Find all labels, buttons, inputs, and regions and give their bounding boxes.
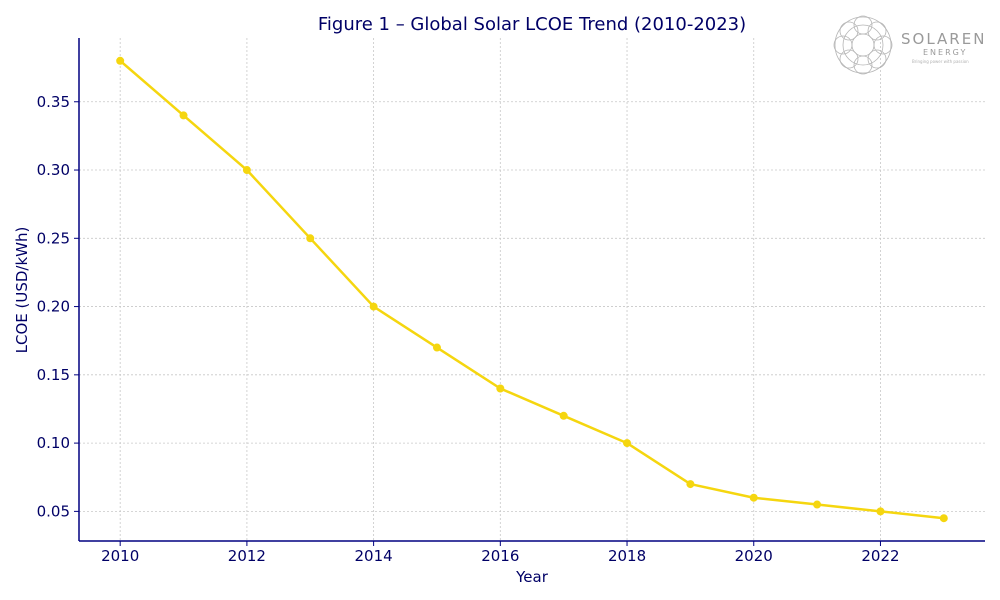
data-point-2010 xyxy=(116,56,125,65)
data-point-2014 xyxy=(369,302,378,311)
data-point-2018 xyxy=(623,439,632,448)
x-axis-label: Year xyxy=(515,568,549,586)
y-axis-label: LCOE (USD/kWh) xyxy=(13,227,31,354)
y-tick-label: 0.15 xyxy=(37,366,70,384)
y-tick-label: 0.05 xyxy=(37,502,70,520)
x-tick-label: 2022 xyxy=(861,547,899,565)
y-axis-ticks: 0.05 0.10 0.15 0.20 0.25 0.30 0.35 xyxy=(37,93,79,520)
y-tick-label: 0.30 xyxy=(37,161,70,179)
data-point-2015 xyxy=(432,343,441,352)
x-axis-ticks: 2010 2012 2014 2016 2018 2020 2022 xyxy=(101,541,900,565)
x-tick-label: 2012 xyxy=(228,547,266,565)
data-point-2019 xyxy=(686,480,695,489)
series-lcoe xyxy=(116,56,948,523)
x-tick-label: 2010 xyxy=(101,547,139,565)
logo-name: SOLAREN xyxy=(901,30,986,48)
logo-subtitle: ENERGY xyxy=(923,48,967,57)
x-tick-label: 2018 xyxy=(608,547,646,565)
data-point-2023 xyxy=(939,514,948,523)
axes xyxy=(78,38,985,542)
data-point-2011 xyxy=(179,111,188,120)
sun-flower-icon xyxy=(833,15,893,75)
series-line xyxy=(119,59,944,520)
chart-title: Figure 1 – Global Solar LCOE Trend (2010… xyxy=(318,14,746,35)
data-point-2017 xyxy=(559,411,568,420)
x-tick-label: 2016 xyxy=(481,547,519,565)
y-tick-label: 0.10 xyxy=(37,434,70,452)
grid-lines xyxy=(79,38,985,541)
data-point-2021 xyxy=(813,500,822,509)
data-point-2012 xyxy=(242,166,251,175)
x-tick-label: 2020 xyxy=(735,547,773,565)
x-tick-label: 2014 xyxy=(355,547,393,565)
solaren-logo: SOLAREN ENERGY Bringing power with passi… xyxy=(833,15,986,75)
y-tick-label: 0.20 xyxy=(37,298,70,316)
y-tick-label: 0.25 xyxy=(37,229,70,247)
data-point-2022 xyxy=(876,507,885,516)
data-point-2016 xyxy=(496,384,505,393)
logo-tagline: Bringing power with passion xyxy=(912,59,969,64)
data-point-2020 xyxy=(749,493,758,502)
y-tick-label: 0.35 xyxy=(37,93,70,111)
data-point-2013 xyxy=(306,234,315,243)
